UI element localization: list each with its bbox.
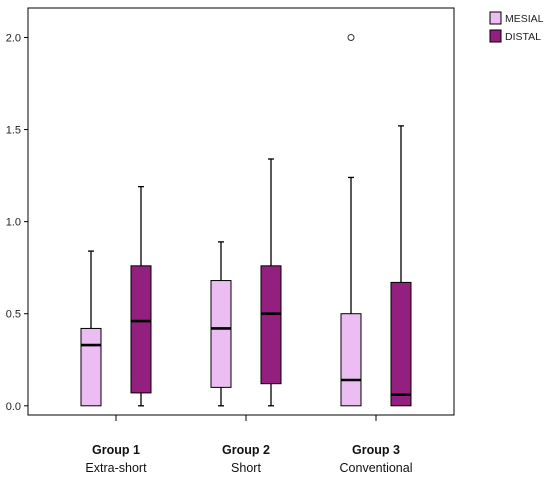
box-iqr [80, 327, 102, 407]
legend-swatch-distal [489, 29, 502, 43]
box-iqr [260, 265, 282, 385]
group-title: Group 3 [352, 443, 400, 457]
box-iqr [210, 280, 232, 388]
group-subtitle: Conventional [340, 461, 413, 475]
outlier-point [347, 33, 355, 41]
box-iqr [390, 281, 412, 407]
box-distal-3 [390, 125, 412, 407]
box-distal-2 [260, 158, 282, 407]
y-tick-label: 2.0 [6, 32, 21, 44]
legend-label-mesial: MESIAL [505, 13, 544, 25]
boxes-layer [80, 33, 412, 407]
box-mesial-1 [80, 250, 102, 407]
legend: MESIAL DISTAL [489, 11, 544, 43]
y-tick-label: 0.0 [6, 401, 21, 413]
box-iqr [340, 313, 362, 407]
group-title: Group 1 [92, 443, 140, 457]
y-tick-label: 0.5 [6, 309, 21, 321]
group-subtitle: Short [231, 461, 261, 475]
box-mesial-2 [210, 241, 232, 407]
box-iqr [130, 265, 152, 394]
plot-frame [27, 7, 455, 416]
group-subtitle: Extra-short [85, 461, 147, 475]
legend-swatch-mesial [489, 11, 502, 25]
legend-label-distal: DISTAL [505, 31, 541, 43]
y-tick-label: 1.5 [6, 125, 21, 137]
y-axis: 0.0 0.5 1.0 1.5 2.0 [6, 32, 28, 413]
group-title: Group 2 [222, 443, 270, 457]
x-axis: Group 1 Extra-short Group 2 Short Group 3 Con… [85, 415, 412, 475]
box-distal-1 [130, 185, 152, 407]
y-tick-label: 1.0 [6, 217, 21, 229]
box-mesial-3 [340, 33, 362, 407]
